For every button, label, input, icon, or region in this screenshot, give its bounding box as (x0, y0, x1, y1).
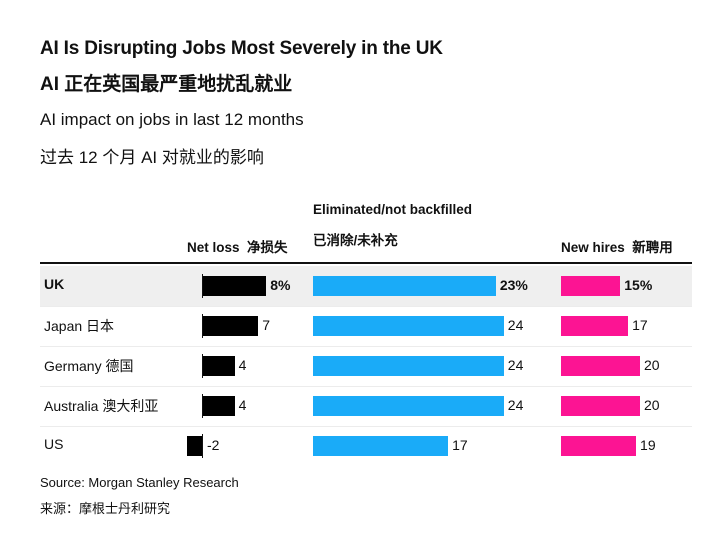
eliminated-bar (313, 436, 449, 456)
net-loss-zero-line (202, 274, 203, 298)
source-note: Source: Morgan Stanley Research (40, 475, 239, 490)
new-hires-bar (561, 396, 640, 416)
eliminated-bar (313, 276, 496, 296)
eliminated-header-cn: 已消除/未补充 (313, 233, 398, 248)
net-loss-value-label: 4 (238, 357, 247, 373)
net-loss-header-en: Net loss (187, 240, 240, 255)
row-divider (40, 306, 692, 307)
chart-subtitle: AI impact on jobs in last 12 months (40, 110, 304, 129)
net-loss-zero-line (202, 434, 203, 458)
net-loss-zero-line (202, 354, 203, 378)
source-note-cn: 来源：摩根士丹利研究 (40, 501, 171, 516)
net-loss-header-cn: 净损失 (247, 240, 288, 255)
eliminated-bar (313, 316, 504, 336)
chart-subtitle-cn: 过去 12 个月 AI 对就业的影响 (40, 148, 264, 167)
chart-title-cn: AI 正在英国最严重地扰乱就业 (40, 74, 293, 95)
new-hires-bar (561, 356, 640, 376)
net-loss-bar (203, 396, 235, 416)
new-hires-value-label: 17 (632, 317, 648, 333)
new-hires-value-label: 19 (640, 437, 656, 453)
chart-title: AI Is Disrupting Jobs Most Severely in t… (40, 38, 443, 59)
new-hires-bar (561, 316, 629, 336)
eliminated-bar (313, 356, 504, 376)
category-label: Australia 澳大利亚 (44, 398, 159, 414)
net-loss-zero-line (202, 314, 203, 338)
net-loss-zero-line (202, 394, 203, 418)
category-label: US (44, 436, 64, 452)
net-loss-bar (203, 356, 235, 376)
eliminated-value-label: 17 (452, 437, 468, 453)
new-hires-value-label: 20 (644, 397, 660, 413)
new-hires-header-en: New hires (561, 240, 625, 255)
category-label: UK (44, 276, 65, 292)
eliminated-bar (313, 396, 504, 416)
new-hires-value-label: 20 (644, 357, 660, 373)
row-divider (40, 426, 692, 427)
net-loss-bar (203, 276, 267, 296)
net-loss-header: Net loss 净损失 (187, 236, 288, 256)
net-loss-value-label: 7 (262, 317, 271, 333)
new-hires-bar (561, 276, 621, 296)
category-label: Japan 日本 (44, 318, 115, 334)
eliminated-value-label: 24 (507, 317, 524, 333)
net-loss-value-label: -2 (207, 437, 220, 453)
net-loss-bar (203, 316, 259, 336)
row-divider (40, 386, 692, 387)
new-hires-bar (561, 436, 637, 456)
new-hires-header: New hires 新聘用 (561, 236, 673, 256)
net-loss-value-label: 4 (238, 397, 247, 413)
eliminated-value-label: 24 (507, 357, 524, 373)
net-loss-value-label: 8% (270, 277, 291, 293)
eliminated-value-label: 24 (507, 397, 524, 413)
category-label: Germany 德国 (44, 358, 134, 374)
new-hires-header-cn: 新聘用 (632, 240, 673, 255)
row-divider (40, 346, 692, 347)
net-loss-bar (187, 436, 203, 456)
header-rule (40, 262, 692, 264)
new-hires-value-label: 15% (624, 277, 653, 293)
eliminated-header-en: Eliminated/not backfilled (313, 202, 473, 217)
eliminated-value-label: 23% (499, 277, 528, 293)
